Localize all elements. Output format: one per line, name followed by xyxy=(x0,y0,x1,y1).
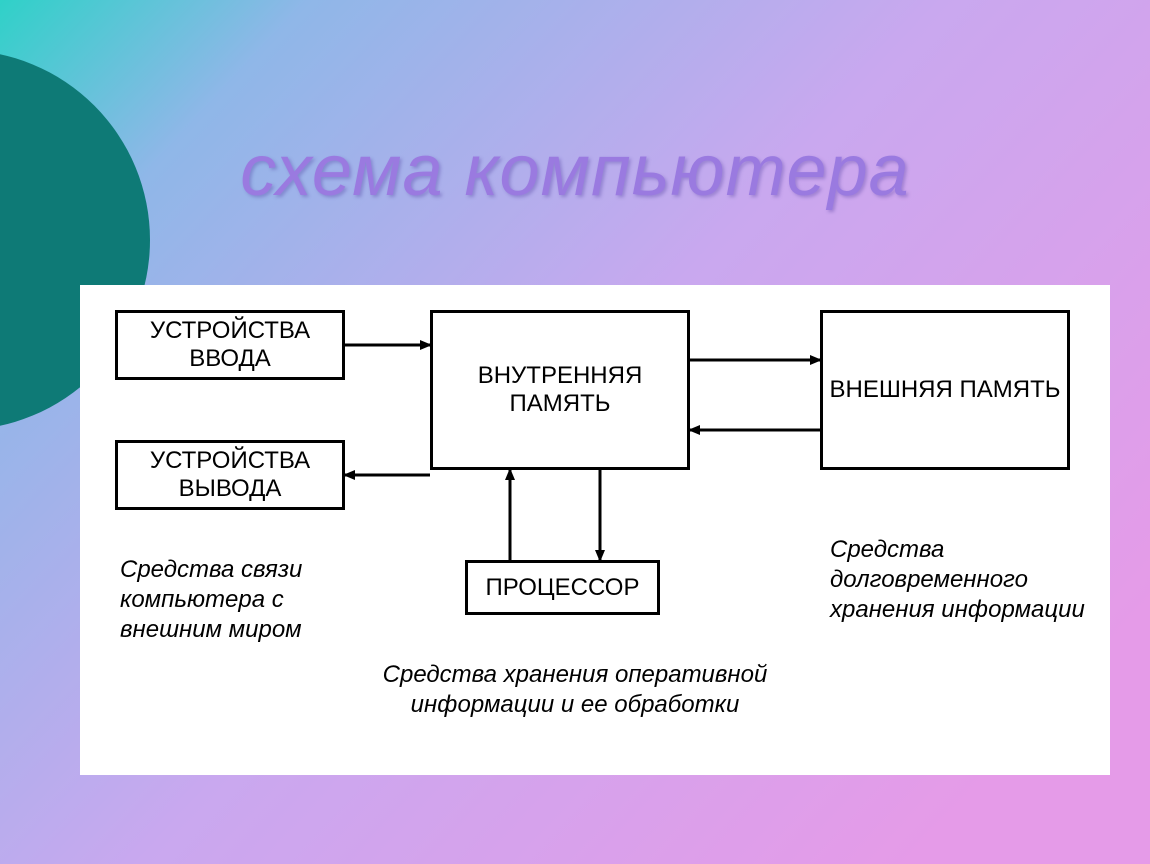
slide-stage: схема компьютера УСТРОЙСТВА ВВОДА УСТРОЙ… xyxy=(0,0,1150,864)
arrow-layer xyxy=(0,0,1150,864)
